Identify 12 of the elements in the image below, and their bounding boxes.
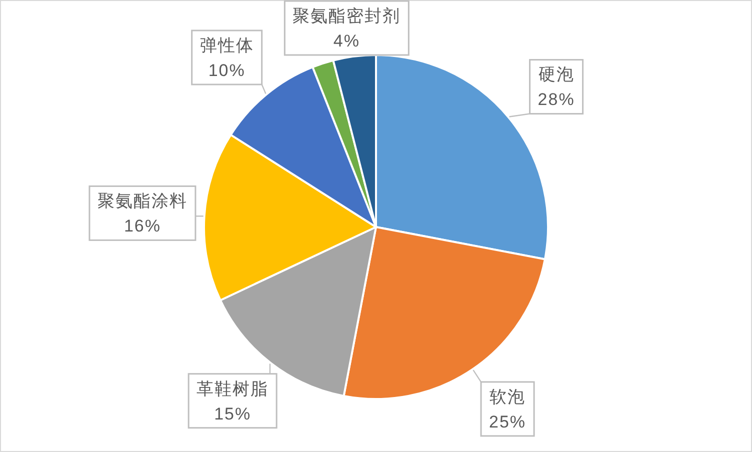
slice-label: 聚氨酯密封剂 [292,6,401,26]
slice-label: 革鞋树脂 [196,379,269,398]
slice-label: 软泡 [490,387,526,406]
data-label: 10% [208,60,246,80]
data-label: 16% [124,216,161,236]
data-label: 15% [214,404,252,424]
slice-label: 弹性体 [200,36,254,55]
data-label: 28% [538,90,575,110]
slice-label: 聚氨酯涂料 [97,192,188,211]
data-label: 4% [333,31,360,50]
data-label: 25% [489,412,526,432]
slice-label: 硬泡 [538,65,574,84]
